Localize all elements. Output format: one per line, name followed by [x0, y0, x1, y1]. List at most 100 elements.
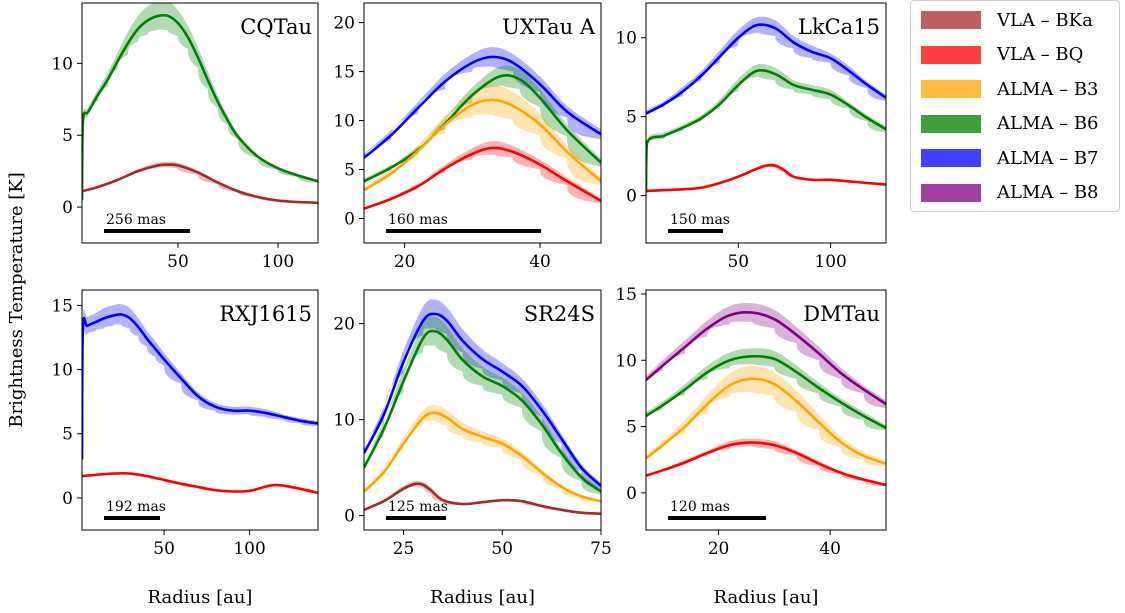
legend-swatch: [921, 114, 981, 133]
error-band: [646, 438, 886, 487]
y-tick-label: 0: [626, 187, 637, 207]
legend-label: ALMA – B3: [997, 78, 1099, 100]
chart-panel: 50 100 0 5 10 LkCa15 150 mas: [615, 2, 887, 272]
x-tick-label: 20: [394, 252, 416, 272]
error-band: [646, 63, 886, 195]
error-band: [646, 365, 886, 467]
series-line: [646, 377, 886, 465]
error-band: [646, 163, 886, 192]
legend-label: ALMA – B7: [997, 147, 1099, 169]
y-tick-label: 0: [62, 198, 73, 218]
y-tick-label: 5: [626, 418, 637, 438]
x-axis-label: Radius [au]: [714, 587, 819, 608]
x-tick-label: 25: [393, 539, 415, 559]
series-line: [364, 98, 601, 192]
scale-bar-label: 160 mas: [388, 212, 448, 228]
series-line: [364, 74, 601, 183]
x-tick-label: 50: [153, 539, 175, 559]
series-line: [364, 329, 601, 493]
y-tick-label: 15: [333, 63, 355, 83]
legend-label: VLA – BQ: [997, 44, 1084, 65]
error-band: [82, 304, 318, 462]
y-tick-label: 0: [344, 507, 355, 527]
chart-panel: 20 40 0 5 10 15 DMTau 120 mas Radius [au]: [615, 285, 887, 608]
legend-item: VLA – BKa: [921, 5, 1093, 35]
y-tick-label: 15: [615, 285, 637, 305]
series-line: [646, 163, 886, 193]
error-band: [646, 16, 886, 117]
scale-bar-label: 256 mas: [106, 212, 166, 228]
series-line: [82, 312, 318, 460]
series-line: [82, 163, 318, 205]
y-tick-label: 10: [615, 351, 637, 371]
y-tick-label: 5: [344, 161, 355, 181]
y-tick-label: 5: [626, 108, 637, 128]
error-band: [82, 161, 318, 204]
plot-area: [82, 3, 318, 205]
y-axis-label: Brightness Temperature [K]: [6, 172, 27, 428]
chart-panel: 25 50 75 0 10 20 SR24S 125 mas Radius [au]: [333, 289, 612, 608]
plot-area: [364, 47, 601, 210]
series-line: [646, 23, 886, 115]
panel-title: DMTau: [803, 302, 880, 326]
axes-frame: [363, 289, 602, 531]
x-tick-label: 20: [708, 539, 730, 559]
legend-label: VLA – BKa: [997, 9, 1093, 31]
series-line: [646, 354, 886, 430]
scale-bar-label: 192 mas: [106, 499, 166, 515]
axes-frame: [81, 289, 319, 531]
x-tick-label: 50: [727, 252, 749, 272]
scale-bar-label: 120 mas: [670, 499, 730, 515]
legend-label: ALMA – B8: [997, 182, 1099, 203]
y-tick-label: 10: [333, 411, 355, 431]
x-axis-label: Radius [au]: [430, 587, 535, 608]
y-tick-label: 10: [51, 54, 73, 74]
series-line: [364, 146, 601, 210]
figure: Brightness Temperature [K] 50 1000510CQTa…: [6, 2, 887, 608]
series-line: [82, 471, 318, 495]
panel-title: RXJ1615: [219, 302, 312, 326]
panel-title: CQTau: [240, 15, 312, 39]
x-tick-label: 50: [167, 252, 189, 272]
y-tick-label: 10: [615, 29, 637, 49]
plot-area: [646, 16, 886, 195]
axes-frame: [363, 2, 602, 244]
plot-area: [646, 302, 886, 487]
legend-item: VLA – BQ: [921, 40, 1083, 70]
x-tick-label: 40: [819, 539, 841, 559]
series-line: [364, 312, 601, 487]
error-band: [646, 348, 886, 431]
legend-swatch: [921, 183, 981, 202]
series-line: [646, 441, 886, 487]
error-band: [364, 65, 601, 185]
scale-bar-label: 125 mas: [388, 499, 448, 515]
legend-item: ALMA – B6: [921, 109, 1099, 139]
legend-swatch: [921, 80, 981, 98]
legend-item: ALMA – B3: [921, 74, 1099, 104]
panel-title: LkCa15: [798, 15, 880, 39]
legend-swatch: [921, 45, 981, 64]
chart-panel: 20 40 0 5 10 15 20 UXTau A 160 mas: [333, 2, 602, 272]
legend-label: ALMA – B6: [997, 113, 1099, 134]
series-line: [364, 411, 601, 503]
axes-frame: [81, 2, 319, 244]
y-tick-label: 0: [344, 210, 355, 230]
plot-area: [364, 299, 601, 515]
x-tick-label: 100: [233, 539, 265, 559]
series-line: [82, 13, 318, 200]
legend-swatch: [921, 149, 981, 167]
series-line: [364, 55, 601, 159]
panel-title: UXTau A: [502, 15, 596, 39]
x-tick-label: 40: [529, 252, 551, 272]
x-tick-label: 100: [814, 252, 846, 272]
legend-swatch: [921, 11, 981, 29]
y-tick-label: 10: [51, 361, 73, 381]
legend: VLA – BKa VLA – BQ ALMA – B3 ALMA – B6 ALMA …: [910, 0, 1120, 212]
series-line: [646, 68, 886, 193]
series-line: [364, 482, 601, 515]
error-band: [364, 141, 601, 210]
axes-frame: [645, 2, 887, 244]
x-axis-label: Radius [au]: [148, 587, 253, 608]
error-band: [82, 472, 318, 494]
chart-panel: 50 100 0 5 10 CQTau 256 mas: [51, 2, 319, 272]
